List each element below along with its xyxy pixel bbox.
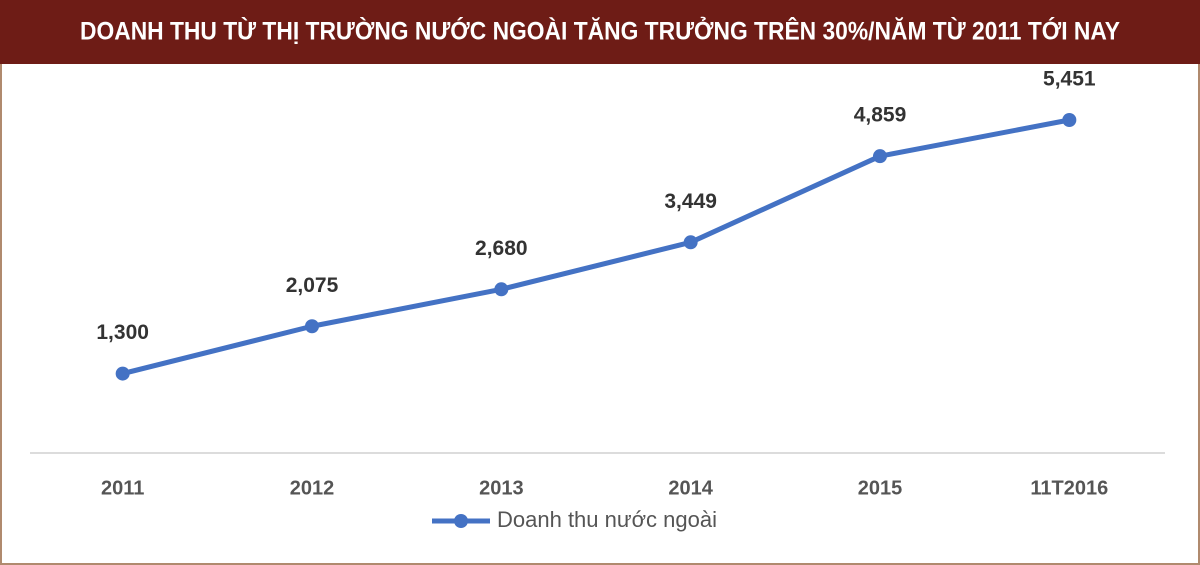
x-tick-label: 2012 [290, 477, 335, 499]
x-tick-label: 2013 [479, 477, 524, 499]
data-point [494, 282, 509, 297]
data-label: 3,449 [664, 190, 717, 213]
x-tick-label: 2014 [668, 477, 713, 499]
x-tick-label: 2011 [101, 477, 144, 499]
legend-marker [454, 514, 468, 528]
data-point [873, 149, 887, 164]
series-line [122, 117, 1070, 377]
data-point [683, 235, 698, 250]
x-tick-label: 2015 [858, 477, 903, 499]
data-point [115, 366, 130, 381]
data-label: 2,075 [286, 274, 339, 297]
data-label: 4,859 [854, 104, 907, 127]
legend-label: Doanh thu nước ngoài [497, 507, 717, 532]
data-label: 2,680 [475, 237, 528, 260]
data-label: 5,451 [1043, 68, 1096, 91]
chart-title: DOANH THU TỪ THỊ TRƯỜNG NƯỚC NGOÀI TĂNG … [80, 16, 1120, 46]
x-tick-label: 11T2016 [1030, 477, 1108, 499]
data-point [1062, 113, 1077, 127]
data-point [305, 319, 319, 334]
title-band [0, 0, 1200, 64]
data-label: 1,300 [96, 321, 149, 344]
